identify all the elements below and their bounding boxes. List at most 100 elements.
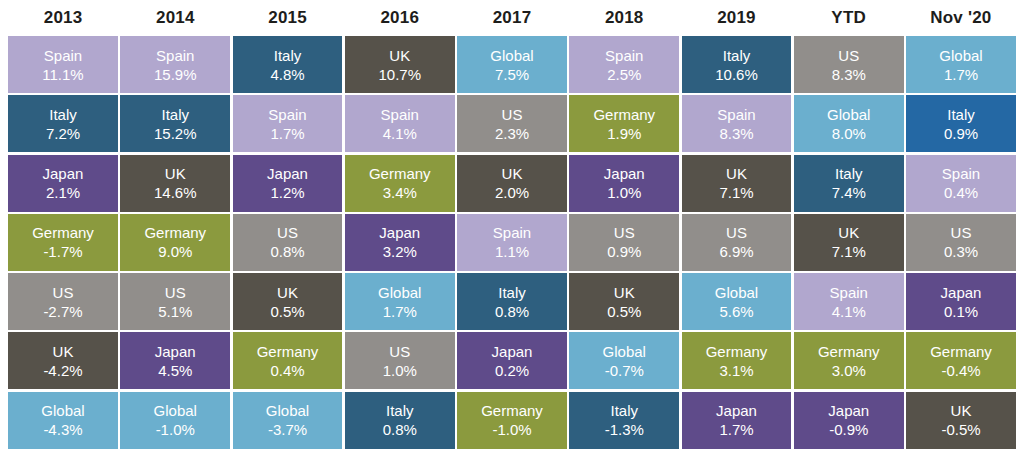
cell-country-label: UK (502, 164, 523, 183)
cell-value: 3.0% (832, 361, 866, 380)
cell-country-label: Spain (156, 46, 194, 65)
cell-value: -0.9% (829, 420, 868, 439)
cell-country-label: Italy (386, 401, 414, 420)
cell-country-label: US (838, 46, 859, 65)
quilt-cell-us: US8.3% (794, 36, 904, 93)
quilt-cell-uk: UK-4.2% (8, 332, 118, 389)
cell-value: -2.7% (43, 302, 82, 321)
cell-country-label: US (277, 223, 298, 242)
cell-country-label: Japan (267, 164, 308, 183)
cell-country-label: US (614, 223, 635, 242)
quilt-cell-italy: Italy15.2% (120, 95, 230, 152)
cell-value: -4.2% (43, 361, 82, 380)
cell-country-label: Japan (716, 401, 757, 420)
cell-country-label: Japan (379, 223, 420, 242)
cell-country-label: Global (490, 46, 533, 65)
quilt-cell-spain: Spain15.9% (120, 36, 230, 93)
column-header: 2016 (345, 8, 455, 28)
cell-value: 4.5% (158, 361, 192, 380)
cell-value: 4.1% (383, 124, 417, 143)
quilt-cell-japan: Japan-0.9% (794, 392, 904, 449)
quilt-cell-japan: Japan1.0% (569, 155, 679, 212)
column-headers: 2013201420152016201720182019YTDNov '20 (8, 0, 1016, 36)
cell-country-label: Germany (32, 223, 94, 242)
column-header: 2018 (569, 8, 679, 28)
cell-value: -0.5% (941, 420, 980, 439)
cell-country-label: UK (614, 283, 635, 302)
cell-value: 0.8% (270, 242, 304, 261)
cell-country-label: Italy (835, 164, 863, 183)
cell-country-label: Global (939, 46, 982, 65)
cell-value: 2.0% (495, 183, 529, 202)
cell-value: 7.1% (832, 242, 866, 261)
cell-country-label: Spain (268, 105, 306, 124)
cell-value: 0.2% (495, 361, 529, 380)
cell-value: 0.9% (944, 124, 978, 143)
quilt-cell-italy: Italy0.8% (345, 392, 455, 449)
quilt-cell-japan: Japan3.2% (345, 214, 455, 271)
quilt-cell-us: US6.9% (682, 214, 792, 271)
cell-country-label: Spain (830, 283, 868, 302)
quilt-cell-uk: UK0.5% (569, 273, 679, 330)
quilt-cell-germany: Germany9.0% (120, 214, 230, 271)
cell-value: 7.4% (832, 183, 866, 202)
quilt-cell-japan: Japan1.2% (233, 155, 343, 212)
quilt-cell-global: Global-0.7% (569, 332, 679, 389)
quilt-cell-global: Global8.0% (794, 95, 904, 152)
quilt-cell-spain: Spain2.5% (569, 36, 679, 93)
cell-country-label: Italy (161, 105, 189, 124)
quilt-cell-italy: Italy0.8% (457, 273, 567, 330)
quilt-cell-uk: UK2.0% (457, 155, 567, 212)
column-header: 2015 (232, 8, 342, 28)
quilt-cell-italy: Italy7.4% (794, 155, 904, 212)
column-header: 2014 (120, 8, 230, 28)
cell-country-label: Global (603, 342, 646, 361)
cell-country-label: US (726, 223, 747, 242)
quilt-cell-germany: Germany-1.0% (457, 392, 567, 449)
cell-value: 0.1% (944, 302, 978, 321)
quilt-cell-italy: Italy-1.3% (569, 392, 679, 449)
cell-value: 0.8% (383, 420, 417, 439)
cell-value: -0.7% (605, 361, 644, 380)
cell-value: 14.6% (154, 183, 197, 202)
cell-value: 1.7% (383, 302, 417, 321)
cell-value: 15.9% (154, 65, 197, 84)
cell-value: 2.1% (46, 183, 80, 202)
cell-country-label: US (53, 283, 74, 302)
cell-country-label: Global (378, 283, 421, 302)
cell-value: 2.5% (607, 65, 641, 84)
quilt-cell-spain: Spain11.1% (8, 36, 118, 93)
cell-country-label: UK (726, 164, 747, 183)
cell-country-label: UK (389, 46, 410, 65)
returns-quilt-chart: 2013201420152016201720182019YTDNov '20 S… (0, 0, 1024, 457)
quilt-cell-global: Global5.6% (682, 273, 792, 330)
cell-value: -0.4% (941, 361, 980, 380)
cell-country-label: UK (53, 342, 74, 361)
quilt-cell-uk: UK14.6% (120, 155, 230, 212)
cell-value: 5.1% (158, 302, 192, 321)
quilt-cell-us: US0.3% (906, 214, 1016, 271)
quilt-cell-spain: Spain0.4% (906, 155, 1016, 212)
cell-value: 1.7% (944, 65, 978, 84)
quilt-cell-spain: Spain8.3% (682, 95, 792, 152)
quilt-cell-global: Global-1.0% (120, 392, 230, 449)
cell-country-label: US (951, 223, 972, 242)
quilt-grid: Spain11.1%Spain15.9%Italy4.8%UK10.7%Glob… (8, 36, 1016, 449)
cell-value: 1.9% (607, 124, 641, 143)
cell-country-label: Italy (947, 105, 975, 124)
column-header: 2013 (8, 8, 118, 28)
cell-country-label: UK (165, 164, 186, 183)
cell-value: -3.7% (268, 420, 307, 439)
cell-country-label: UK (951, 401, 972, 420)
quilt-cell-germany: Germany1.9% (569, 95, 679, 152)
quilt-cell-spain: Spain1.1% (457, 214, 567, 271)
cell-country-label: Japan (155, 342, 196, 361)
cell-country-label: Italy (274, 46, 302, 65)
cell-country-label: Italy (610, 401, 638, 420)
cell-country-label: Spain (717, 105, 755, 124)
quilt-cell-germany: Germany3.1% (682, 332, 792, 389)
cell-country-label: Japan (941, 283, 982, 302)
cell-country-label: Global (715, 283, 758, 302)
cell-country-label: US (389, 342, 410, 361)
cell-value: 3.2% (383, 242, 417, 261)
